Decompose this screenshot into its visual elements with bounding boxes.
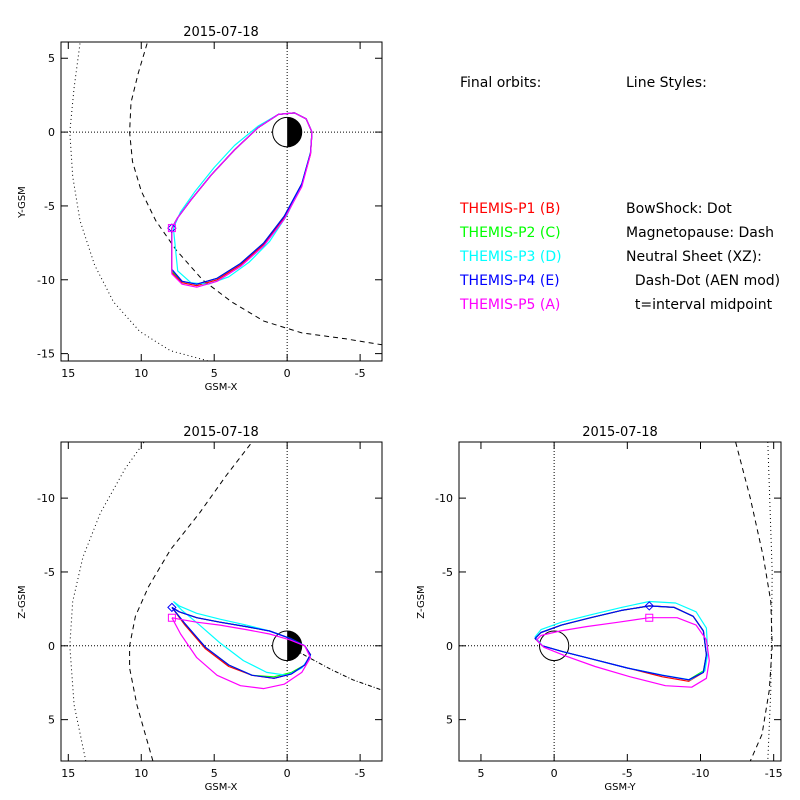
xz-bow-shock	[69, 442, 145, 761]
xy-orbit-themis-p5-a	[171, 112, 313, 288]
xz-neutral-sheet	[286, 645, 382, 691]
yz-x-tick-label: 0	[551, 767, 558, 780]
yz-x-axis-label: GSM-Y	[604, 782, 636, 793]
xz-title: 2015-07-18	[183, 425, 259, 440]
xz-earth-night-side	[287, 631, 302, 661]
xz-plot-frame	[60, 441, 383, 762]
xz-y-axis-label: Z-GSM	[17, 585, 28, 618]
xy-x-tick-label: 15	[61, 367, 75, 380]
yz-orbit-panel: 2015-07-18 GSM-Y Z-GSM 5 0 -5 -10 -15 5 0 -5 -10	[416, 425, 783, 793]
yz-plot-content: 5 0 -5 -10 -15 5 0 -5 -10	[435, 442, 783, 780]
yz-x-tick-label: 5	[477, 767, 484, 780]
xz-orbit-themis-p3-d	[172, 601, 312, 676]
yz-x-tick-label: -10	[692, 767, 710, 780]
xy-y-tick-label: -10	[37, 274, 55, 287]
yz-y-tick-label: 0	[446, 640, 453, 653]
xz-x-axis-label: GSM-X	[205, 782, 238, 793]
yz-magnetopause	[735, 442, 773, 761]
line-style-legend-entry: Neutral Sheet (XZ):	[626, 249, 762, 265]
xz-x-tick-label: 15	[61, 767, 75, 780]
xy-x-tick-label: 5	[211, 367, 218, 380]
xz-orbit-panel: 2015-07-18 GSM-X Z-GSM 15 10 5 0 -5 5 0 -5 -10	[17, 425, 383, 793]
xy-orbit-panel: 2015-07-18 GSM-X Y-GSM 15 10 5 0 -5 5 0 -5 -10 -1…	[17, 25, 383, 393]
xz-orbit-themis-p4-e	[171, 606, 312, 679]
xy-plot-frame	[60, 41, 383, 362]
orbits-legend-entries: THEMIS-P1 (B) THEMIS-P2 (C) THEMIS-P3 (D) T…	[460, 197, 562, 313]
yz-y-tick-label: 5	[446, 714, 453, 727]
orbit-legend-entry: THEMIS-P5 (A)	[460, 297, 561, 313]
xz-x-tick-label: 0	[284, 767, 291, 780]
yz-orbit-themis-p4-e	[534, 605, 707, 681]
line-style-legend-entry: BowShock: Dot	[626, 201, 732, 217]
orbit-legend-entry: THEMIS-P4 (E)	[460, 273, 560, 289]
line-style-legend-entry: Dash-Dot (AEN mod)	[626, 273, 781, 289]
yz-square-marker	[645, 613, 654, 622]
line-styles-legend: Line Styles: BowShock: Dot Magnetopause: …	[626, 23, 780, 313]
xy-magnetopause	[129, 43, 382, 346]
xz-x-tick-label: -5	[355, 767, 366, 780]
yz-y-axis-label: Z-GSM	[416, 585, 427, 618]
xz-diamond-marker	[167, 602, 177, 613]
yz-orbit-themis-p5-a	[536, 617, 710, 688]
xz-magnetopause	[129, 442, 253, 761]
yz-plot-frame	[458, 441, 782, 762]
orbits-legend-title: Final orbits:	[460, 75, 542, 91]
xz-y-tick-label: -10	[37, 492, 55, 505]
xz-orbit-themis-p5-a	[171, 617, 312, 690]
xy-y-tick-label: -5	[44, 200, 55, 213]
xz-square-marker	[167, 613, 176, 622]
xy-x-tick-label: -5	[355, 367, 366, 380]
yz-diamond-marker	[644, 601, 654, 611]
xy-y-tick-label: 0	[48, 126, 55, 139]
xz-clipped-area	[61, 442, 382, 761]
xy-clipped-area	[61, 42, 382, 361]
xy-bow-shock	[69, 43, 209, 361]
xz-y-tick-label: -5	[44, 566, 55, 579]
line-style-legend-entry: t=interval midpoint	[626, 297, 773, 313]
orbit-legend-entry: THEMIS-P1 (B)	[460, 201, 561, 217]
yz-clipped-area	[459, 442, 781, 761]
orbits-legend: Final orbits: THEMIS-P1 (B) THEMIS-P2 (C)…	[460, 23, 562, 313]
line-styles-legend-title: Line Styles:	[626, 75, 707, 91]
xz-plot-content: 15 10 5 0 -5 5 0 -5 -10	[37, 442, 382, 780]
xz-y-tick-label: 0	[48, 640, 55, 653]
line-styles-legend-entries: BowShock: Dot Magnetopause: Dash Neutral S…	[626, 197, 780, 313]
yz-bow-shock	[767, 442, 773, 761]
xz-y-tick-label: 5	[48, 714, 55, 727]
xy-square-marker	[167, 224, 176, 233]
yz-x-tick-label: -15	[765, 767, 783, 780]
yz-y-tick-label: -10	[435, 492, 453, 505]
yz-earth	[539, 630, 570, 662]
xy-y-axis-label: Y-GSM	[17, 186, 28, 219]
xz-x-tick-label: 5	[211, 767, 218, 780]
xy-x-tick-label: 0	[284, 367, 291, 380]
xy-earth-night-side	[287, 117, 302, 147]
yz-x-tick-label: -5	[622, 767, 633, 780]
xz-x-tick-label: 10	[134, 767, 148, 780]
xy-y-tick-label: 5	[48, 52, 55, 65]
xy-plot-content: 15 10 5 0 -5 5 0 -5 -10 -15	[37, 42, 382, 380]
line-style-legend-entry: Magnetopause: Dash	[626, 225, 775, 241]
orbit-legend-entry: THEMIS-P3 (D)	[460, 249, 562, 265]
orbit-legend-entry: THEMIS-P2 (C)	[460, 225, 561, 241]
xy-x-tick-label: 10	[134, 367, 148, 380]
xy-x-axis-label: GSM-X	[205, 382, 238, 393]
xy-y-tick-label: -15	[37, 348, 55, 361]
yz-title: 2015-07-18	[582, 425, 658, 440]
xy-title: 2015-07-18	[183, 25, 259, 40]
yz-y-tick-label: -5	[442, 566, 453, 579]
